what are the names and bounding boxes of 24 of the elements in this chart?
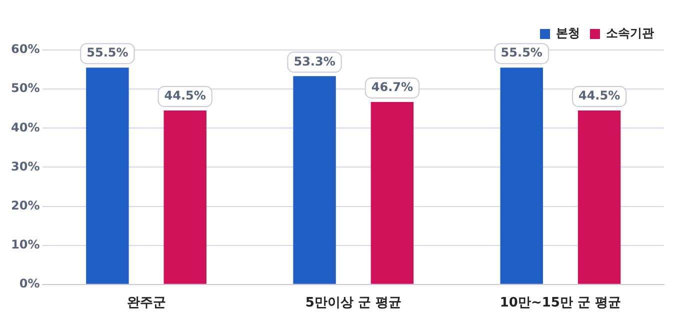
bar: [164, 110, 206, 284]
legend-label: 본청: [556, 26, 580, 40]
y-tick-label: 20%: [10, 198, 40, 212]
bar: [578, 110, 621, 284]
data-label: 53.3%: [294, 54, 336, 68]
y-tick-label: 10%: [10, 237, 40, 252]
y-tick-label: 40%: [10, 120, 40, 134]
bar: [86, 68, 129, 284]
y-tick-label: 60%: [10, 42, 40, 56]
y-tick-label: 30%: [10, 159, 40, 174]
bar: [293, 76, 336, 284]
x-tick-label: 완주군: [126, 296, 166, 311]
x-tick-label: 10만~15만 군 평균: [500, 296, 622, 311]
data-label: 44.5%: [578, 88, 620, 103]
x-tick-label: 5만이상 군 평균: [305, 296, 402, 311]
bar: [500, 68, 543, 284]
data-label: 55.5%: [86, 46, 128, 60]
data-label: 44.5%: [164, 88, 206, 103]
legend-label: 소속기관: [606, 26, 654, 40]
y-tick-label: 50%: [10, 81, 40, 96]
bar: [370, 102, 414, 284]
data-label: 55.5%: [500, 46, 542, 60]
y-tick-label: 0%: [19, 276, 40, 291]
data-label: 46.7%: [371, 80, 414, 94]
